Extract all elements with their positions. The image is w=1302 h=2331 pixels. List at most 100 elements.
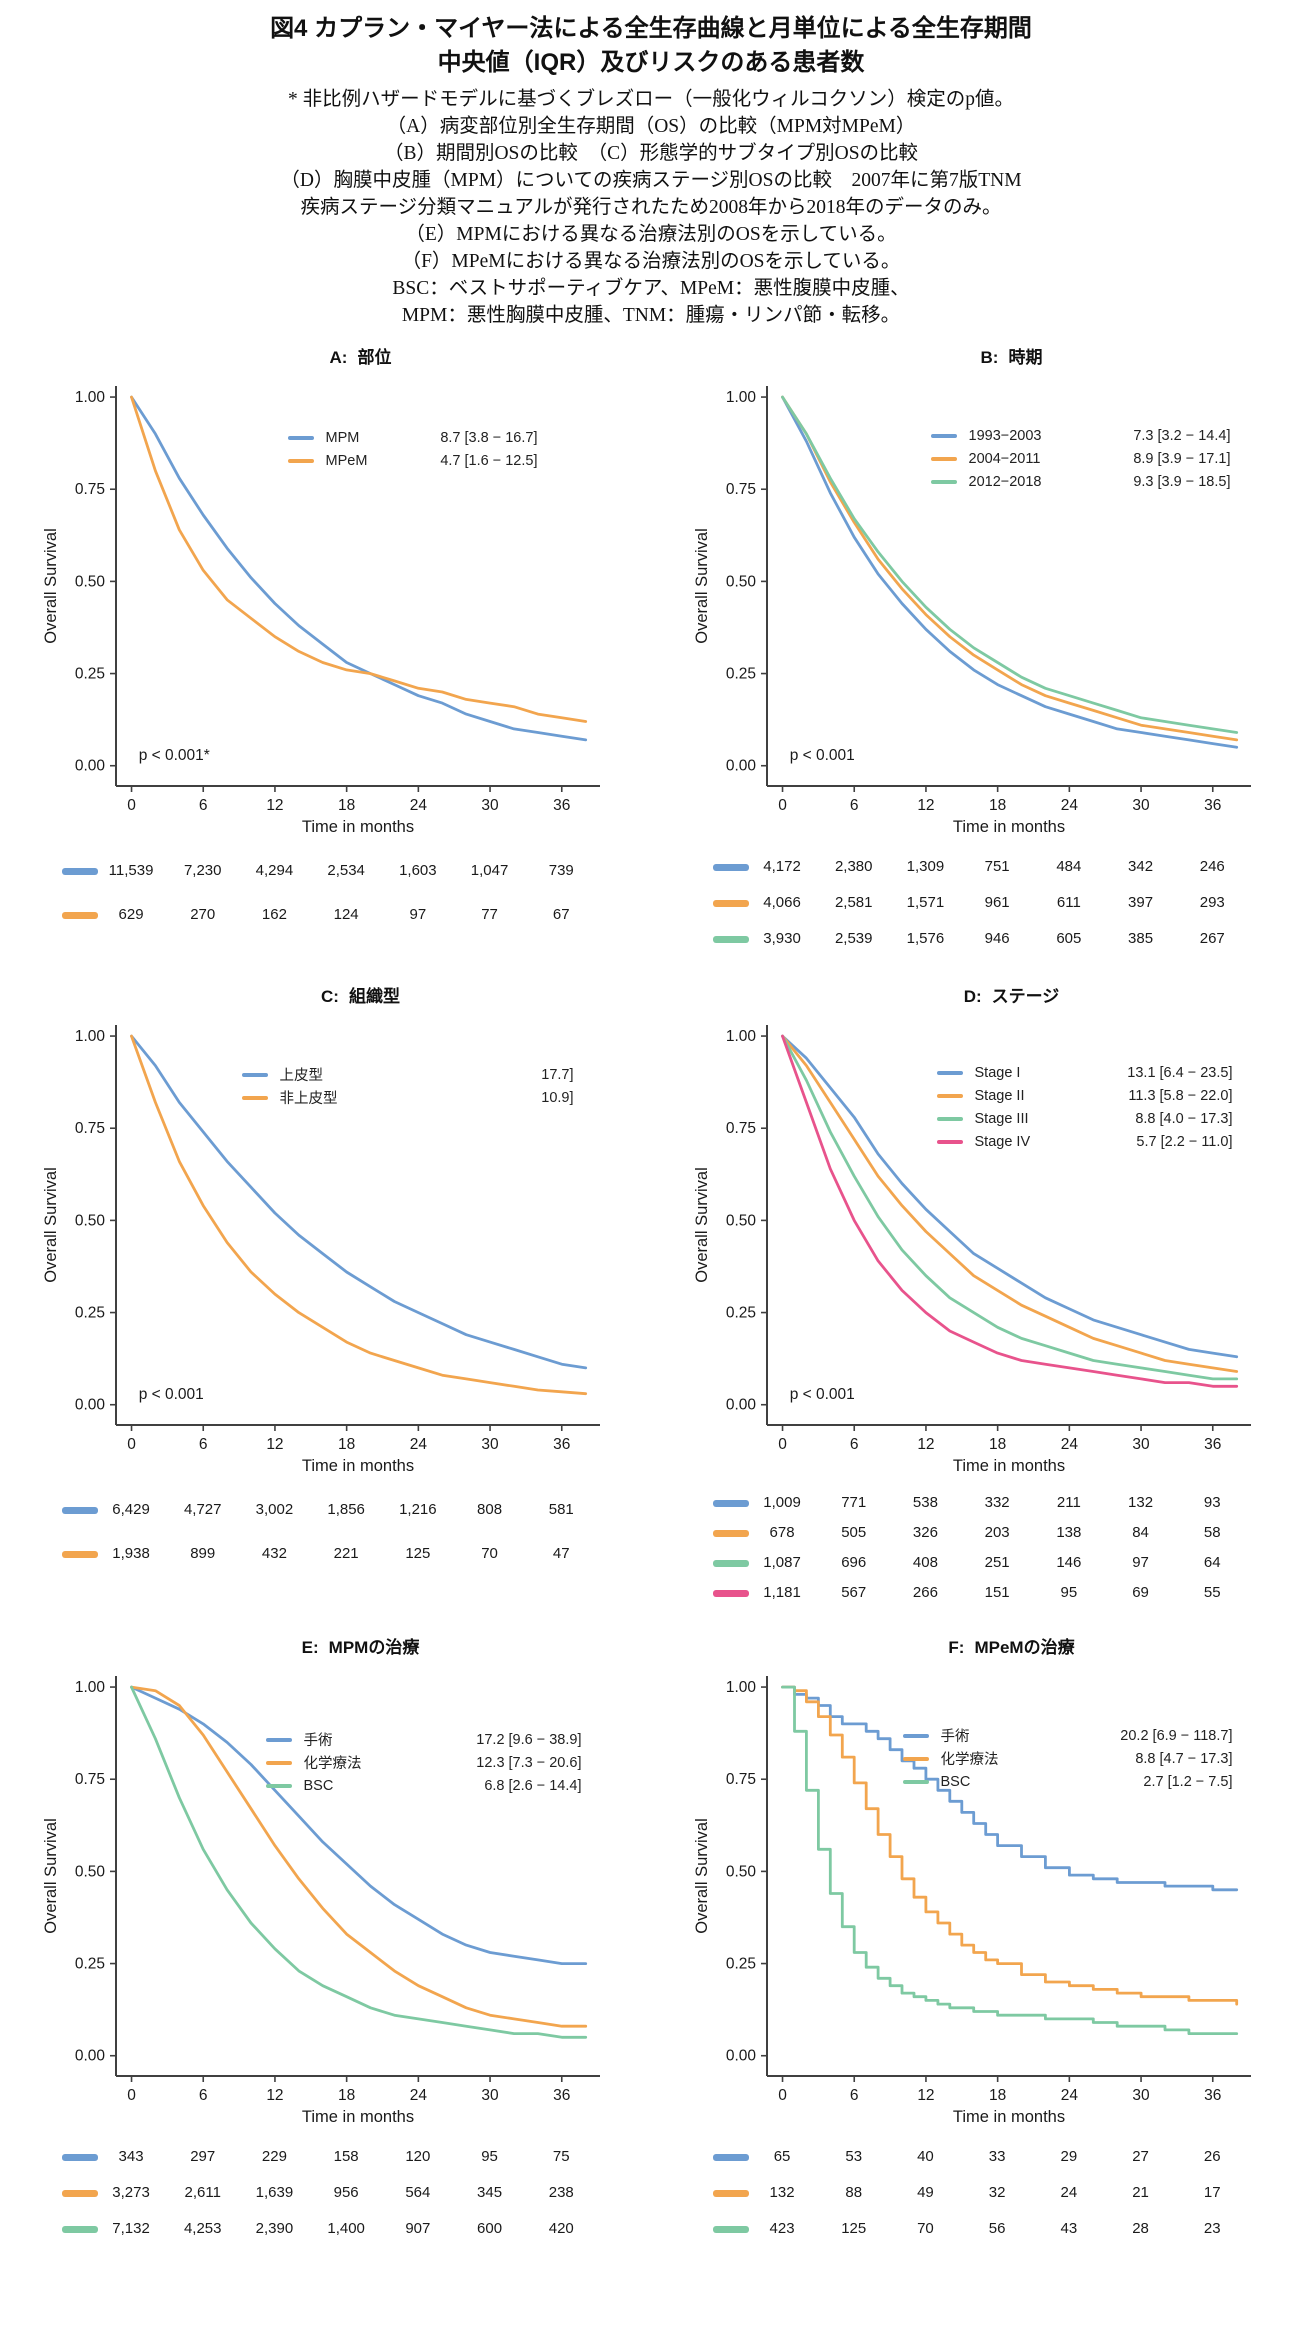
legend-swatch-blue xyxy=(265,1737,292,1742)
legend-row: MPM 8.7 [3.8 − 16.7] xyxy=(287,426,538,449)
x-tick-label: 18 xyxy=(989,797,1006,814)
legend-label: 化学療法 xyxy=(303,1756,362,1772)
at-risk-count: 246 xyxy=(1199,858,1225,875)
at-risk-count: 2,539 xyxy=(834,930,873,947)
at-risk-count: 23 xyxy=(1203,2220,1221,2237)
at-risk-count: 120 xyxy=(405,2148,431,2165)
legend-swatch-pink xyxy=(936,1139,963,1144)
at-risk-count: 162 xyxy=(261,906,287,923)
x-tick-label: 6 xyxy=(198,797,207,814)
at-risk-count: 2,390 xyxy=(255,2220,294,2237)
at-risk-count: 629 xyxy=(118,906,144,923)
legend-swatch-orange xyxy=(930,456,957,461)
y-axis-label: Overall Survival xyxy=(42,1167,60,1283)
y-tick-label: 1.00 xyxy=(74,1028,105,1045)
legend-row: Stage II 11.3 [5.8 − 22.0] xyxy=(936,1084,1233,1107)
at-risk-count: 1,047 xyxy=(470,862,509,879)
y-tick-label: 0.75 xyxy=(725,481,755,498)
legend-swatch-green xyxy=(902,1779,929,1784)
legend-median-iqr: 11.3 [5.8 − 22.0] xyxy=(1128,1087,1233,1104)
panel-title-text: ステージ xyxy=(991,987,1060,1006)
at-risk-count: 132 xyxy=(769,2184,795,2201)
at-risk-count: 97 xyxy=(1132,1554,1149,1571)
panel-title-text: 組織型 xyxy=(348,987,400,1006)
at-risk-count: 69 xyxy=(1132,1584,1149,1601)
legend-label: 化学療法 xyxy=(940,1752,999,1768)
legend-median-iqr: 9.3 [3.9 − 18.5] xyxy=(1133,473,1231,490)
risk-row-swatch-blue xyxy=(61,2154,98,2161)
x-tick-label: 24 xyxy=(1060,2087,1078,2104)
panel-E-title: E: MPMの治療 xyxy=(36,1633,616,1658)
at-risk-count: 53 xyxy=(845,2148,863,2165)
km-plot-svg: 1.00 0.75 0.50 0.25 0.00 0 6 12 18 24 30 36 Time in … xyxy=(42,1025,600,1475)
y-tick-label: 0.50 xyxy=(74,1212,105,1229)
at-risk-count: 56 xyxy=(988,2220,1006,2237)
legend-label: 非上皮型 xyxy=(279,1091,338,1107)
at-risk-count: 27 xyxy=(1132,2148,1149,2165)
legend-label: 手術 xyxy=(303,1733,333,1749)
panel-D: D: ステージ 1.00 0.75 0.50 0.25 0.00 0 6 12 18 24 30 36 T… xyxy=(687,982,1267,1615)
figure-title-line1: 図4 カプラン・マイヤー法による全生存曲線と月単位による全生存期間 xyxy=(270,15,1032,42)
panel-A: A: 部位 1.00 0.75 0.50 0.25 0.00 0 6 12 18 24 30 36 Tim… xyxy=(36,343,616,964)
at-risk-count: 1,181 xyxy=(763,1584,801,1601)
at-risk-count: 567 xyxy=(841,1584,867,1601)
survival-curve-green xyxy=(780,395,1238,734)
legend-row: BSC 6.8 [2.6 − 14.4] xyxy=(265,1774,582,1797)
x-axis-label: Time in months xyxy=(952,1457,1064,1475)
km-plot-svg: 1.00 0.75 0.50 0.25 0.00 0 6 12 18 24 30 36 Time in … xyxy=(693,386,1251,836)
at-risk-count: 3,273 xyxy=(112,2184,150,2201)
x-tick-label: 18 xyxy=(989,1436,1006,1453)
at-risk-count: 28 xyxy=(1132,2220,1149,2237)
legend-swatch-blue xyxy=(930,433,957,438)
at-risk-count: 1,009 xyxy=(763,1494,801,1511)
at-risk-count: 3,930 xyxy=(763,930,801,947)
survival-curve-orange xyxy=(780,395,1238,742)
panel-E: E: MPMの治療 1.00 0.75 0.50 0.25 0.00 0 6 12 18 24 30 3… xyxy=(36,1633,616,2254)
legend-label: MPM xyxy=(325,429,360,446)
km-plot-A: 1.00 0.75 0.50 0.25 0.00 0 6 12 18 24 30 36 Time in … xyxy=(36,370,616,840)
at-risk-count: 6,429 xyxy=(112,1501,150,1518)
at-risk-count: 293 xyxy=(1199,894,1225,911)
at-risk-count: 946 xyxy=(984,930,1010,947)
legend-median-iqr: 12.3 [7.3 − 20.6] xyxy=(476,1754,582,1771)
at-risk-count: 43 xyxy=(1060,2220,1078,2237)
x-tick-label: 6 xyxy=(849,2087,858,2104)
legend-median-iqr: 5.7 [2.2 − 11.0] xyxy=(1136,1133,1233,1150)
at-risk-count: 2,380 xyxy=(834,858,873,875)
survival-curve-green xyxy=(780,1685,1238,2035)
y-tick-label: 0.00 xyxy=(725,2048,756,2065)
panel-title-text: 部位 xyxy=(357,348,392,367)
x-tick-label: 36 xyxy=(1204,797,1221,814)
y-axis-label: Overall Survival xyxy=(693,1818,711,1934)
y-tick-label: 0.50 xyxy=(725,1863,756,1880)
survival-curve-green xyxy=(780,1034,1238,1381)
y-tick-label: 0.00 xyxy=(725,1397,756,1414)
panel-letter: E: xyxy=(301,1638,319,1657)
panel-letter: B: xyxy=(980,348,999,367)
y-tick-label: 0.75 xyxy=(74,1771,104,1788)
panel-letter: D: xyxy=(963,987,982,1006)
legend-row: 手術 20.2 [6.9 − 118.7] xyxy=(902,1724,1233,1747)
survival-curve-green xyxy=(129,1685,587,2039)
note-line: （D）胸膜中皮腫（MPM）についての疾病ステージ別OSの比較 2007年に第7版… xyxy=(280,170,1022,191)
at-risk-count: 221 xyxy=(333,1545,359,1562)
at-risk-count: 266 xyxy=(912,1584,938,1601)
at-risk-count: 899 xyxy=(190,1545,216,1562)
legend-label: 手術 xyxy=(940,1729,970,1745)
at-risk-count: 342 xyxy=(1128,858,1154,875)
at-risk-count: 564 xyxy=(405,2184,431,2201)
legend-label: Stage IV xyxy=(974,1133,1031,1150)
at-risk-count: 2,534 xyxy=(327,862,365,879)
x-tick-label: 12 xyxy=(266,2087,283,2104)
legend-swatch-green xyxy=(930,479,957,484)
panel-D-title: D: ステージ xyxy=(687,982,1267,1007)
at-risk-count: 77 xyxy=(481,906,498,923)
risk-table-F: 65 53 40 33 29 27 26 132 88 49 32 24 21 17 423 125 70 56 4… xyxy=(687,2140,1267,2254)
legend-label: 上皮型 xyxy=(279,1068,324,1084)
survival-curve-pink xyxy=(780,1034,1238,1388)
y-tick-label: 0.75 xyxy=(725,1771,755,1788)
survival-curve-orange xyxy=(129,1685,587,2028)
x-tick-label: 36 xyxy=(553,797,570,814)
at-risk-count: 88 xyxy=(845,2184,863,2201)
at-risk-count: 29 xyxy=(1060,2148,1078,2165)
